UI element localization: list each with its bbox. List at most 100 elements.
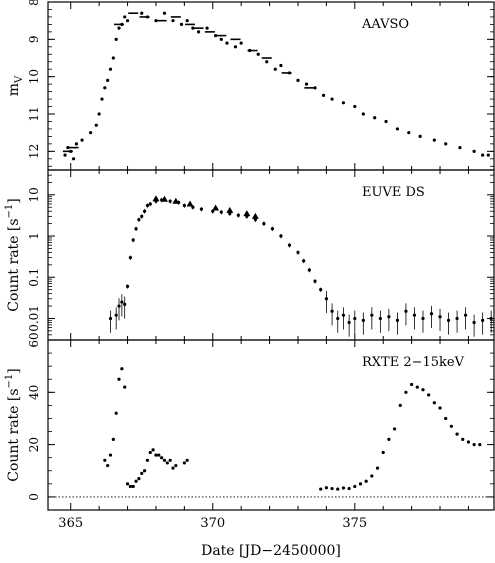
data-point: [361, 318, 365, 322]
data-point: [162, 458, 167, 462]
y-tick-label: 11: [27, 106, 41, 121]
data-point: [444, 416, 448, 421]
y-tick-label: 10: [27, 187, 41, 202]
x-tick-labels: 365 370 375: [58, 516, 367, 531]
data-point: [478, 443, 482, 447]
y-tick-label: 40: [27, 385, 41, 400]
data-point: [341, 486, 346, 490]
data-point: [418, 134, 422, 138]
data-point: [108, 67, 113, 71]
data-point: [432, 401, 436, 405]
data-point: [364, 479, 368, 483]
data-point: [353, 104, 357, 109]
data-point: [438, 315, 442, 319]
data-point: [140, 471, 144, 475]
y-tick-label: 0.01: [27, 305, 41, 332]
data-point: [270, 227, 275, 231]
data-point: [233, 45, 238, 49]
data-point: [302, 259, 306, 263]
data-point: [446, 318, 451, 322]
data-point: [341, 313, 346, 317]
panel-aavso-frame: [47, 1, 495, 171]
data-point: [154, 19, 158, 23]
data-point: [140, 11, 144, 15]
y-tick-label: 20: [27, 437, 41, 452]
data-point: [262, 222, 266, 226]
data-point: [412, 313, 417, 317]
data-point: [392, 427, 397, 431]
data-point: [256, 52, 260, 56]
data-point: [304, 82, 309, 86]
data-triangle: [160, 195, 168, 202]
data-point: [219, 37, 223, 41]
data-point: [384, 119, 388, 124]
data-point: [225, 41, 229, 45]
data-point: [296, 78, 300, 82]
y-tick-label: 8: [27, 0, 41, 6]
data-point: [63, 153, 67, 157]
data-triangle: [226, 206, 234, 213]
data-point: [114, 313, 118, 317]
data-point: [103, 86, 107, 90]
data-point: [108, 316, 113, 321]
x-tick-label: 365: [58, 516, 83, 531]
panel-aavso-ylabel: mV: [6, 75, 25, 96]
data-point: [128, 484, 132, 489]
data-point: [168, 199, 172, 203]
data-point: [106, 78, 110, 82]
data-point: [145, 458, 150, 462]
data-point: [137, 477, 141, 481]
data-point: [407, 131, 411, 135]
data-point: [171, 19, 175, 23]
data-point: [106, 463, 110, 468]
panel-euve-ylabel: Count rate [s−1]: [4, 198, 22, 312]
data-point: [142, 469, 147, 473]
data-point: [134, 227, 138, 231]
data-point: [313, 279, 317, 283]
data-point: [131, 484, 135, 489]
data-point: [117, 377, 121, 381]
data-point: [148, 202, 152, 206]
data-point: [319, 487, 323, 491]
data-point: [94, 123, 98, 127]
data-point: [489, 316, 493, 321]
panel-rxte-marks: [103, 367, 482, 491]
data-point: [162, 11, 167, 15]
data-triangle: [243, 210, 251, 217]
data-point: [219, 210, 223, 214]
data-point: [137, 218, 141, 222]
data-point: [404, 390, 408, 394]
data-point: [324, 297, 328, 301]
data-point: [415, 385, 419, 389]
data-point: [97, 112, 101, 116]
data-point: [236, 213, 240, 217]
data-point: [125, 284, 130, 288]
panel-aavso-ylabel-main: m: [6, 83, 22, 96]
data-point: [481, 153, 485, 157]
data-point: [117, 26, 121, 30]
panel-rxte-ticks: 0 20 40 60: [27, 332, 494, 511]
data-point: [395, 127, 400, 131]
data-point: [287, 243, 292, 247]
data-point: [123, 15, 127, 19]
data-point: [165, 461, 169, 465]
data-point: [429, 312, 434, 316]
data-point: [387, 315, 391, 319]
data-point: [199, 207, 204, 211]
panel-euve-label: EUVE DS: [362, 185, 425, 200]
data-point: [185, 458, 189, 462]
data-point: [347, 486, 351, 491]
data-point: [196, 30, 201, 34]
panel-aavso-ylabel-sub: V: [14, 75, 25, 84]
data-point: [171, 466, 175, 470]
data-point: [182, 203, 186, 208]
data-point: [347, 320, 351, 325]
data-point: [111, 437, 115, 441]
panel-euve-ylabel-main: Count rate [s: [6, 218, 22, 311]
data-point: [375, 466, 380, 470]
data-point: [279, 63, 283, 68]
data-point: [444, 142, 448, 146]
panel-rxte: 0 20 40 60 RXTE 2−15keV Count rate [s−1]: [4, 332, 495, 511]
data-point: [142, 209, 147, 213]
